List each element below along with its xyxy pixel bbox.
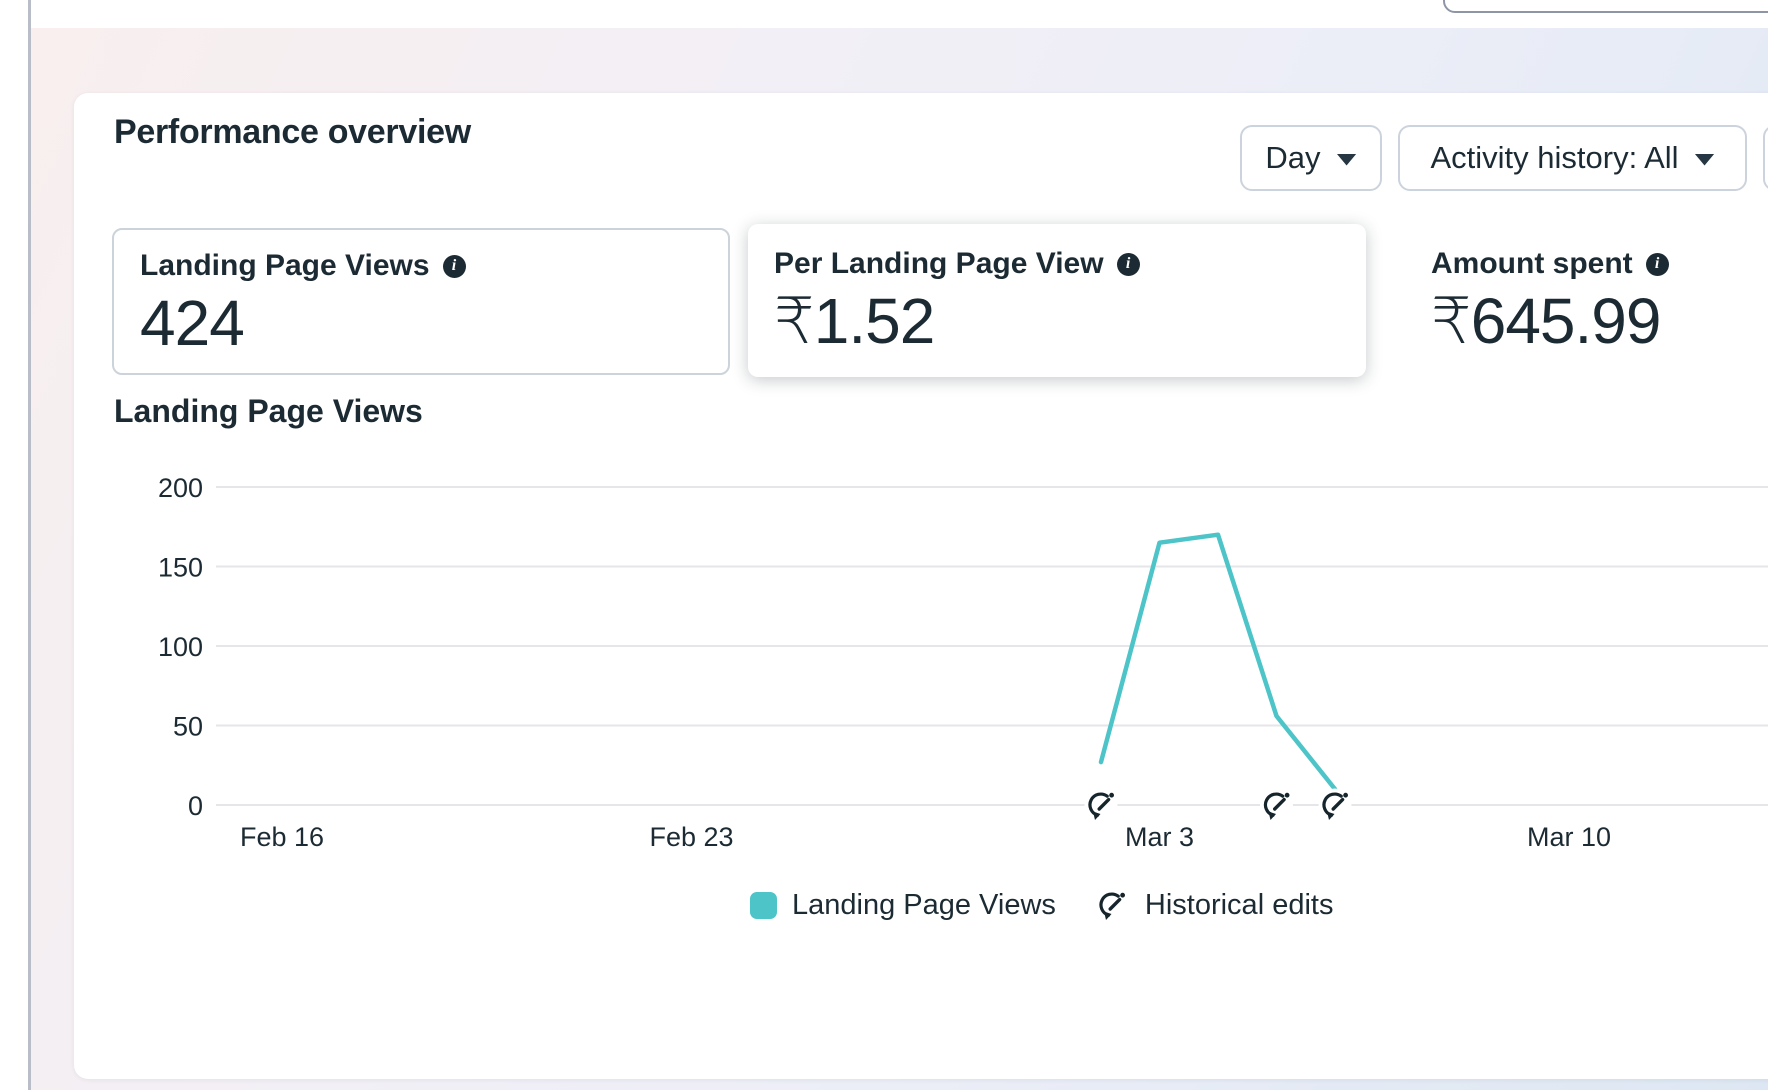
chart-legend: Landing Page Views Historical edits xyxy=(750,887,1333,923)
info-icon[interactable]: i xyxy=(1116,252,1140,276)
landing-page-views-chart: 200 150 100 50 0 Feb 16 Feb 23 Mar 3 Mar 10 xyxy=(158,473,1768,852)
time-granularity-label: Day xyxy=(1265,140,1321,175)
y-tick-label: 100 xyxy=(158,632,203,662)
y-tick-label: 50 xyxy=(173,712,203,742)
chart-title: Landing Page Views xyxy=(114,393,423,429)
y-tick-label: 0 xyxy=(188,791,203,821)
time-granularity-dropdown[interactable]: Day xyxy=(1240,125,1382,191)
metric-card-landing-page-views[interactable]: Landing Page Views i 424 xyxy=(112,228,730,375)
x-tick-label: Mar 10 xyxy=(1527,822,1611,852)
search-input-fragment[interactable] xyxy=(1443,0,1768,13)
info-icon[interactable]: i xyxy=(442,254,466,278)
metric-label: Landing Page Views xyxy=(140,249,430,282)
legend-label: Landing Page Views xyxy=(792,888,1056,921)
metric-card-amount-spent[interactable]: Amount spent i ₹645.99 xyxy=(1405,228,1768,375)
series-color-swatch xyxy=(750,891,777,919)
history-edit-pencil-icon xyxy=(1094,887,1130,923)
performance-overview-card: Performance overview Day Activity histor… xyxy=(74,93,1768,1079)
activity-history-dropdown[interactable]: Activity history: All xyxy=(1398,125,1747,191)
x-tick-label: Feb 23 xyxy=(649,822,733,852)
metric-card-per-landing-page-view[interactable]: Per Landing Page View i ₹1.52 xyxy=(748,224,1366,377)
series-line xyxy=(1098,532,1338,792)
legend-item-historical-edits: Historical edits xyxy=(1094,887,1334,923)
y-tick-label: 200 xyxy=(158,473,203,503)
page-title: Performance overview xyxy=(114,113,471,151)
historical-edit-marker[interactable] xyxy=(1084,788,1118,822)
legend-item-series: Landing Page Views xyxy=(750,889,1056,922)
y-tick-label: 150 xyxy=(158,553,203,583)
left-panel-divider xyxy=(28,0,31,1090)
legend-label: Historical edits xyxy=(1144,888,1334,921)
metric-value: ₹645.99 xyxy=(1431,285,1661,357)
x-tick-label: Feb 16 xyxy=(240,822,324,852)
metric-value: 424 xyxy=(140,287,245,359)
metric-value: ₹1.52 xyxy=(774,285,935,357)
historical-edit-marker[interactable] xyxy=(1318,788,1352,822)
info-icon[interactable]: i xyxy=(1645,252,1669,276)
historical-edit-marker[interactable] xyxy=(1260,788,1293,822)
activity-history-label: Activity history: All xyxy=(1430,140,1679,175)
metric-label: Amount spent xyxy=(1431,247,1633,280)
x-tick-label: Mar 3 xyxy=(1125,822,1194,852)
metric-label: Per Landing Page View xyxy=(774,247,1104,280)
